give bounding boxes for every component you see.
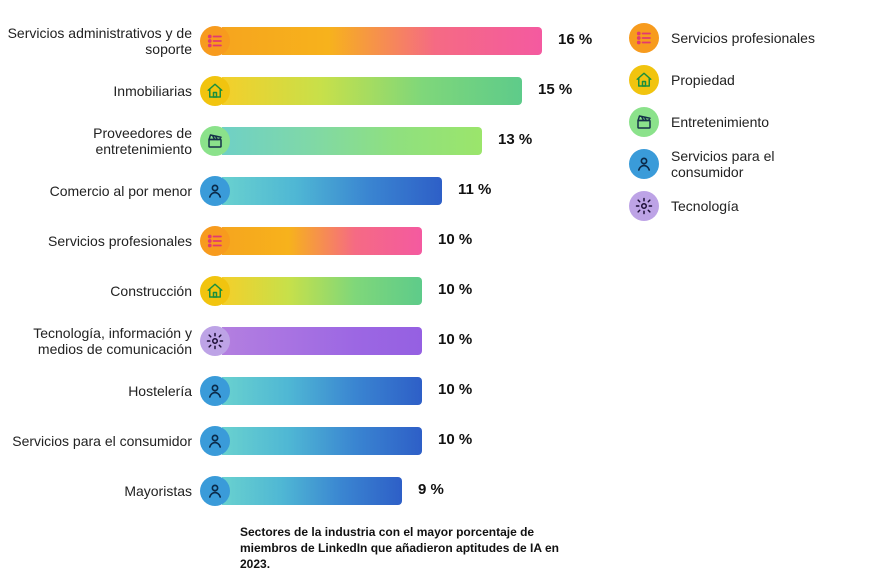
bar-wrap: 10 %: [222, 327, 542, 355]
legend-label: Servicios para el consumidor: [671, 148, 849, 180]
value-label: 10 %: [438, 381, 472, 398]
person-icon: [200, 476, 230, 506]
legend-label: Propiedad: [671, 72, 735, 88]
bar-wrap: 16 %: [222, 27, 542, 55]
chart-row: Servicios administrativos y de soporte 16…: [0, 18, 600, 64]
person-icon: [200, 426, 230, 456]
bar: [222, 227, 422, 255]
legend-item: Propiedad: [629, 60, 849, 100]
bar: [222, 177, 442, 205]
legend-label: Tecnología: [671, 198, 739, 214]
bar-wrap: 9 %: [222, 477, 542, 505]
row-label: Servicios para el consumidor: [0, 433, 200, 449]
bar-wrap: 11 %: [222, 177, 542, 205]
bar: [222, 127, 482, 155]
value-label: 10 %: [438, 231, 472, 248]
value-label: 11 %: [458, 181, 491, 198]
person-icon: [200, 176, 230, 206]
gear-icon: [629, 191, 659, 221]
legend: Servicios profesionales Propiedad Entreten…: [629, 18, 849, 228]
value-label: 9 %: [418, 481, 444, 498]
legend-item: Entretenimiento: [629, 102, 849, 142]
bar-wrap: 10 %: [222, 427, 542, 455]
chart-row: Comercio al por menor 11 %: [0, 168, 600, 214]
legend-item: Servicios profesionales: [629, 18, 849, 58]
chart-row: Proveedores de entretenimiento 13 %: [0, 118, 600, 164]
bar-wrap: 10 %: [222, 377, 542, 405]
row-label: Servicios administrativos y de soporte: [0, 25, 200, 57]
bar: [222, 377, 422, 405]
home-icon: [200, 276, 230, 306]
legend-item: Servicios para el consumidor: [629, 144, 849, 184]
bar: [222, 27, 542, 55]
value-label: 13 %: [498, 131, 532, 148]
bar: [222, 427, 422, 455]
list-icon: [629, 23, 659, 53]
bar: [222, 77, 522, 105]
chart-row: Mayoristas 9 %: [0, 468, 600, 514]
chart-row: Tecnología, información y medios de comu…: [0, 318, 600, 364]
row-label: Proveedores de entretenimiento: [0, 125, 200, 157]
person-icon: [629, 149, 659, 179]
value-label: 16 %: [558, 31, 592, 48]
clapper-icon: [200, 126, 230, 156]
chart-caption: Sectores de la industria con el mayor po…: [240, 524, 570, 573]
clapper-icon: [629, 107, 659, 137]
row-label: Hostelería: [0, 383, 200, 399]
bar-wrap: 10 %: [222, 227, 542, 255]
value-label: 10 %: [438, 281, 472, 298]
value-label: 10 %: [438, 331, 472, 348]
row-label: Construcción: [0, 283, 200, 299]
list-icon: [200, 26, 230, 56]
home-icon: [200, 76, 230, 106]
bar-chart: Servicios administrativos y de soporte 16…: [0, 18, 600, 518]
chart-row: Inmobiliarias 15 %: [0, 68, 600, 114]
value-label: 15 %: [538, 81, 572, 98]
legend-item: Tecnología: [629, 186, 849, 226]
row-label: Comercio al por menor: [0, 183, 200, 199]
person-icon: [200, 376, 230, 406]
bar: [222, 327, 422, 355]
row-label: Inmobiliarias: [0, 83, 200, 99]
bar-wrap: 13 %: [222, 127, 542, 155]
chart-row: Servicios para el consumidor 10 %: [0, 418, 600, 464]
legend-label: Servicios profesionales: [671, 30, 815, 46]
chart-row: Construcción 10 %: [0, 268, 600, 314]
bar: [222, 277, 422, 305]
row-label: Mayoristas: [0, 483, 200, 499]
bar-wrap: 10 %: [222, 277, 542, 305]
home-icon: [629, 65, 659, 95]
legend-label: Entretenimiento: [671, 114, 769, 130]
chart-row: Servicios profesionales 10 %: [0, 218, 600, 264]
chart-row: Hostelería 10 %: [0, 368, 600, 414]
list-icon: [200, 226, 230, 256]
bar: [222, 477, 402, 505]
row-label: Servicios profesionales: [0, 233, 200, 249]
bar-wrap: 15 %: [222, 77, 542, 105]
value-label: 10 %: [438, 431, 472, 448]
gear-icon: [200, 326, 230, 356]
row-label: Tecnología, información y medios de comu…: [0, 325, 200, 357]
